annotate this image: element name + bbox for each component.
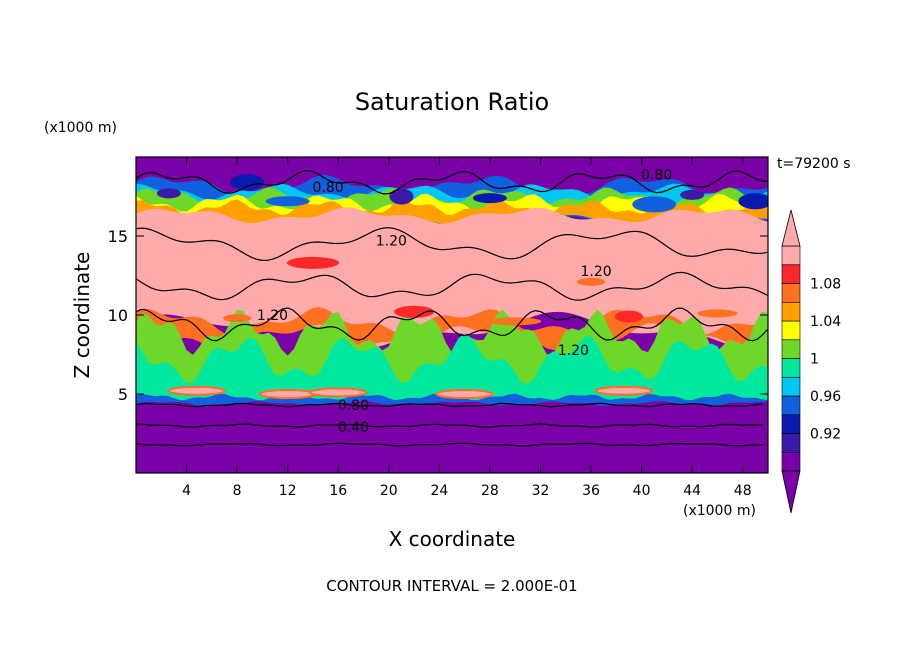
colorbar-tick-label: 0.92 <box>810 427 841 443</box>
moist-patch <box>156 188 181 199</box>
supersat-patch <box>614 310 643 323</box>
contour-line <box>136 227 768 262</box>
cloud-base-patch <box>594 385 653 396</box>
colorbar-swatch <box>781 320 801 341</box>
y-tick-label: 5 <box>118 385 128 404</box>
contour-lines <box>136 169 768 447</box>
contour-label: 0.80 <box>641 167 672 183</box>
contour-line <box>136 423 763 428</box>
x-tick-label: 20 <box>380 483 398 499</box>
contour-labels: 0.80 0.80 1.20 1.20 1.20 1.20 0.80 0.40 <box>257 167 672 436</box>
moist-patch <box>230 174 265 191</box>
x-tick-label: 40 <box>633 483 651 499</box>
x-axis-unit: (x1000 m) <box>683 503 756 519</box>
x-tick-label: 16 <box>329 483 347 499</box>
x-axis-label: X coordinate <box>388 527 516 551</box>
colorbar-swatch <box>781 376 801 397</box>
moist-patch <box>389 188 414 205</box>
y-tick-label: 15 <box>108 227 128 246</box>
colorbar-swatch <box>781 245 801 266</box>
moist-patch <box>265 196 310 207</box>
moist-patch <box>632 196 677 213</box>
contour-line <box>136 271 768 301</box>
contour-label: 0.40 <box>338 420 369 436</box>
colorbar-extend-min <box>781 470 801 514</box>
contour-label: 1.20 <box>376 234 407 250</box>
colorbar-swatch <box>781 339 801 359</box>
y-axis-ticks: 5 10 15 <box>108 227 768 404</box>
contour-label: 1.20 <box>581 264 612 280</box>
moist-patch <box>472 193 507 204</box>
colorbar-swatch <box>781 283 801 303</box>
cloud-base-patch <box>167 385 226 396</box>
x-tick-label: 44 <box>683 483 701 499</box>
contour-interval-note: CONTOUR INTERVAL = 2.000E-01 <box>326 577 578 595</box>
colorbar-extend-max <box>781 209 801 247</box>
contour-label: 0.80 <box>338 398 369 414</box>
cloud-base-patch <box>309 387 368 398</box>
x-tick-label: 32 <box>532 483 550 499</box>
supersat-patch <box>286 256 339 269</box>
y-axis-unit: (x1000 m) <box>44 120 117 136</box>
chart-title: Saturation Ratio <box>354 88 550 116</box>
colorbar-swatch <box>781 301 801 322</box>
time-label: t=79200 s <box>777 156 851 172</box>
contour-line <box>136 307 768 342</box>
contour-line <box>136 402 763 408</box>
band-lower-teal <box>136 333 768 401</box>
colorbar: 0.92 0.96 1 1.04 1.08 <box>781 209 841 514</box>
colorbar-tick-label: 1.08 <box>810 277 841 293</box>
colorbar-swatch <box>781 358 801 378</box>
contour-line <box>136 169 768 195</box>
cloud-base-patch <box>435 389 494 399</box>
colorbar-tick-label: 1.04 <box>810 314 841 330</box>
colorbar-swatch <box>781 395 801 416</box>
supersat-patch <box>394 305 435 318</box>
contour-line <box>136 442 763 447</box>
colorbar-swatch <box>781 451 801 472</box>
x-tick-label: 36 <box>582 483 600 499</box>
x-tick-label: 24 <box>430 483 448 499</box>
x-tick-label: 8 <box>233 483 242 499</box>
colorbar-tick-label: 0.96 <box>810 389 841 405</box>
moist-patch <box>680 189 705 200</box>
x-tick-label: 12 <box>279 483 297 499</box>
x-tick-label: 48 <box>734 483 752 499</box>
colorbar-swatch <box>781 414 801 434</box>
supersat-patch <box>577 277 606 286</box>
supersat-patch <box>697 309 738 318</box>
colorbar-swatch <box>781 264 801 284</box>
colorbar-tick-label: 1 <box>810 352 819 368</box>
x-axis-ticks: 4 8 12 16 20 24 28 32 36 40 44 48 <box>182 157 752 499</box>
supersat-patch <box>489 317 542 326</box>
moist-patch <box>738 193 768 210</box>
saturation-field <box>136 157 768 473</box>
contour-label: 1.20 <box>558 343 589 359</box>
supersat-patch <box>223 314 252 323</box>
x-tick-label: 28 <box>481 483 499 499</box>
colorbar-swatch <box>781 433 801 453</box>
x-tick-label: 4 <box>182 483 191 499</box>
y-tick-label: 10 <box>108 306 128 325</box>
contour-label: 1.20 <box>257 308 288 324</box>
cloud-base-patch <box>258 389 317 399</box>
contour-label: 0.80 <box>313 180 344 196</box>
